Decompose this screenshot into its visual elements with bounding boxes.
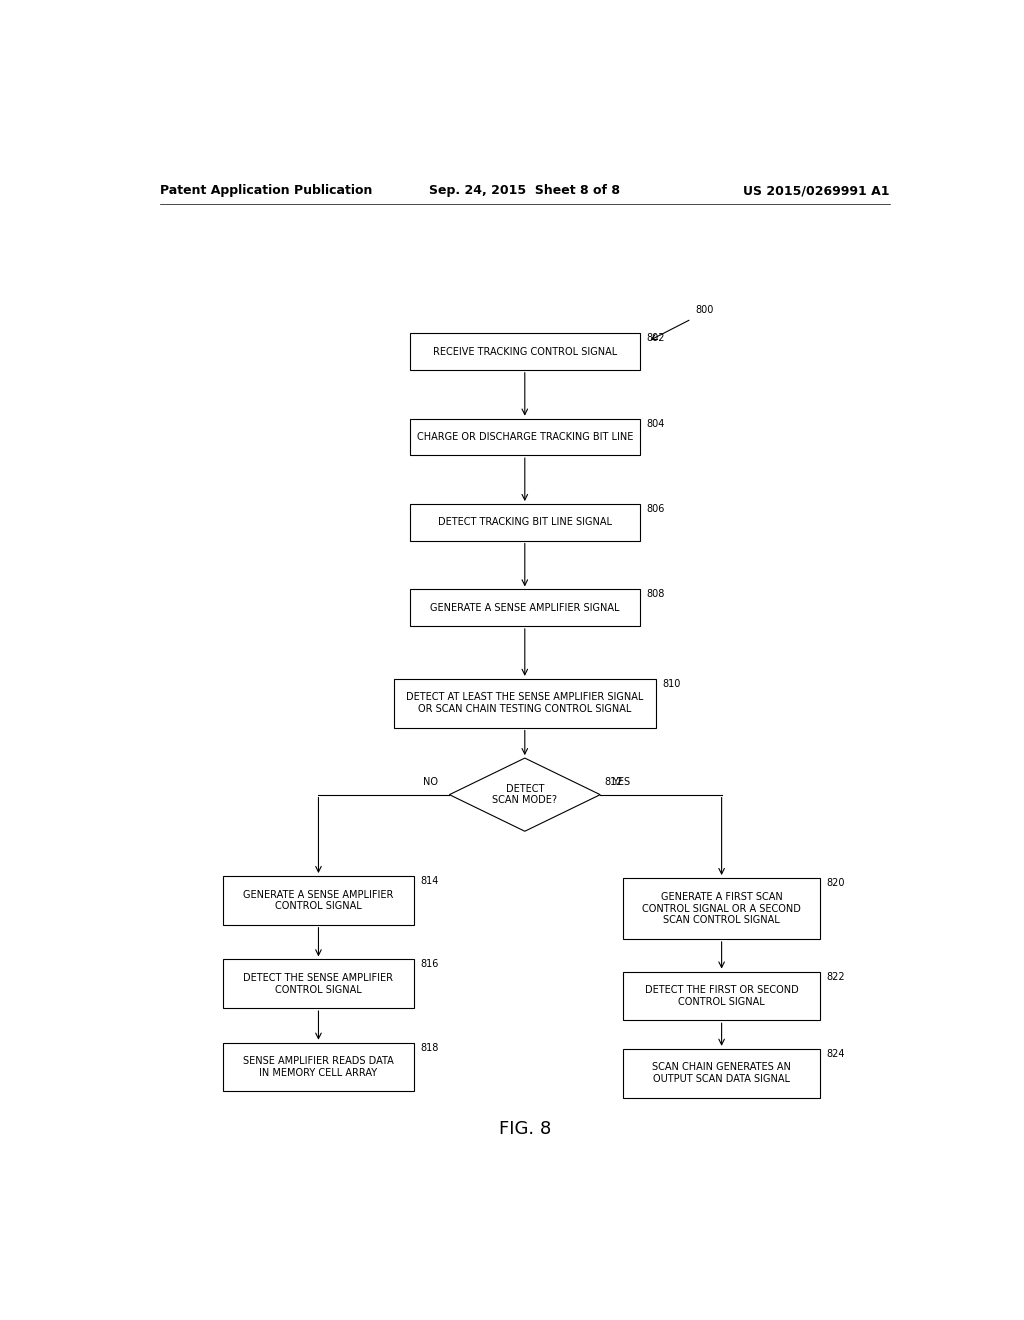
FancyBboxPatch shape xyxy=(410,589,640,626)
Text: GENERATE A FIRST SCAN
CONTROL SIGNAL OR A SECOND
SCAN CONTROL SIGNAL: GENERATE A FIRST SCAN CONTROL SIGNAL OR … xyxy=(642,892,801,925)
Text: US 2015/0269991 A1: US 2015/0269991 A1 xyxy=(743,185,890,198)
Text: DETECT TRACKING BIT LINE SIGNAL: DETECT TRACKING BIT LINE SIGNAL xyxy=(438,517,611,527)
Text: 808: 808 xyxy=(646,589,665,599)
Polygon shape xyxy=(450,758,600,832)
Text: FIG. 8: FIG. 8 xyxy=(499,1121,551,1138)
Text: Sep. 24, 2015  Sheet 8 of 8: Sep. 24, 2015 Sheet 8 of 8 xyxy=(429,185,621,198)
FancyBboxPatch shape xyxy=(410,504,640,541)
Text: 802: 802 xyxy=(646,333,665,343)
FancyBboxPatch shape xyxy=(624,878,820,939)
FancyBboxPatch shape xyxy=(223,960,414,1008)
Text: RECEIVE TRACKING CONTROL SIGNAL: RECEIVE TRACKING CONTROL SIGNAL xyxy=(433,347,616,356)
Text: CHARGE OR DISCHARGE TRACKING BIT LINE: CHARGE OR DISCHARGE TRACKING BIT LINE xyxy=(417,432,633,442)
Text: 804: 804 xyxy=(646,418,665,429)
Text: 824: 824 xyxy=(826,1049,845,1059)
Text: 800: 800 xyxy=(695,305,714,315)
Text: NO: NO xyxy=(423,776,437,787)
Text: Patent Application Publication: Patent Application Publication xyxy=(160,185,372,198)
FancyBboxPatch shape xyxy=(410,418,640,455)
FancyBboxPatch shape xyxy=(223,876,414,925)
Text: GENERATE A SENSE AMPLIFIER
CONTROL SIGNAL: GENERATE A SENSE AMPLIFIER CONTROL SIGNA… xyxy=(244,890,393,911)
FancyBboxPatch shape xyxy=(624,1049,820,1097)
Text: YES: YES xyxy=(612,776,630,787)
FancyBboxPatch shape xyxy=(394,678,655,727)
Text: 810: 810 xyxy=(663,678,681,689)
Text: 814: 814 xyxy=(420,876,438,886)
Text: DETECT THE FIRST OR SECOND
CONTROL SIGNAL: DETECT THE FIRST OR SECOND CONTROL SIGNA… xyxy=(645,985,799,1007)
Text: SENSE AMPLIFIER READS DATA
IN MEMORY CELL ARRAY: SENSE AMPLIFIER READS DATA IN MEMORY CEL… xyxy=(243,1056,394,1078)
Text: 812: 812 xyxy=(604,776,623,787)
Text: 816: 816 xyxy=(420,960,438,969)
Text: SCAN CHAIN GENERATES AN
OUTPUT SCAN DATA SIGNAL: SCAN CHAIN GENERATES AN OUTPUT SCAN DATA… xyxy=(652,1063,792,1084)
Text: DETECT AT LEAST THE SENSE AMPLIFIER SIGNAL
OR SCAN CHAIN TESTING CONTROL SIGNAL: DETECT AT LEAST THE SENSE AMPLIFIER SIGN… xyxy=(407,693,643,714)
Text: 820: 820 xyxy=(826,878,845,888)
Text: GENERATE A SENSE AMPLIFIER SIGNAL: GENERATE A SENSE AMPLIFIER SIGNAL xyxy=(430,603,620,612)
Text: 818: 818 xyxy=(420,1043,438,1052)
Text: DETECT THE SENSE AMPLIFIER
CONTROL SIGNAL: DETECT THE SENSE AMPLIFIER CONTROL SIGNA… xyxy=(244,973,393,994)
FancyBboxPatch shape xyxy=(223,1043,414,1092)
Text: 822: 822 xyxy=(826,972,845,982)
FancyBboxPatch shape xyxy=(410,333,640,370)
Text: DETECT
SCAN MODE?: DETECT SCAN MODE? xyxy=(493,784,557,805)
FancyBboxPatch shape xyxy=(624,972,820,1020)
Text: 806: 806 xyxy=(646,504,665,513)
